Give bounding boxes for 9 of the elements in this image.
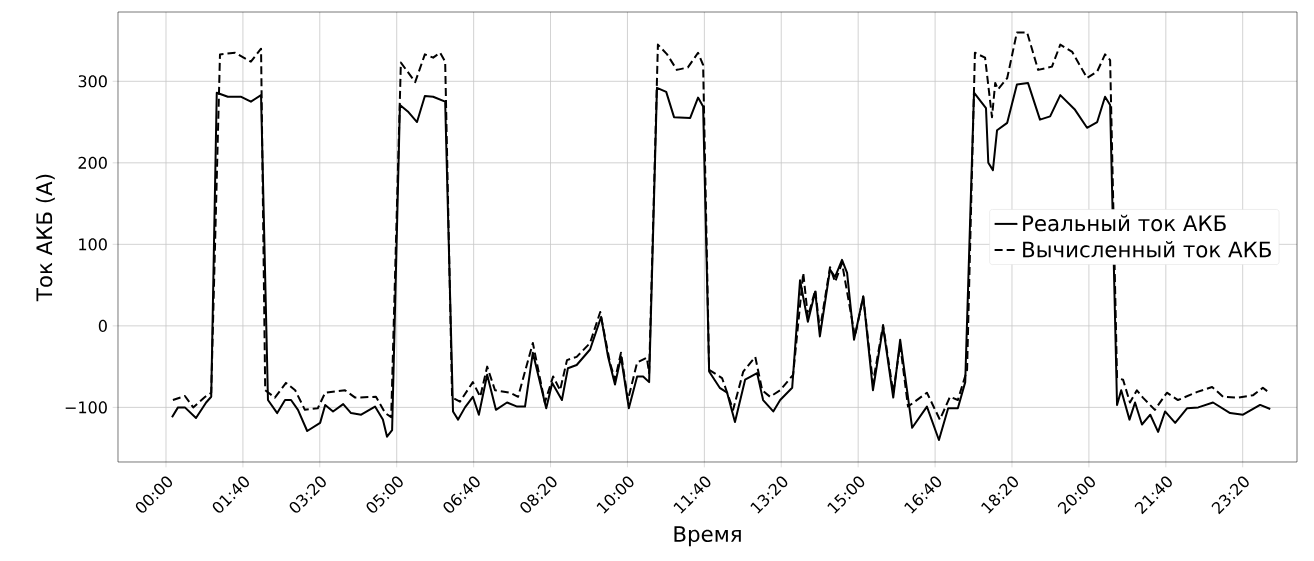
y-axis-title: Ток АКБ (А) — [35, 174, 55, 302]
legend-label: Реальный ток АКБ — [1023, 214, 1226, 232]
y-tick-label: 0 — [98, 319, 107, 332]
legend-label: Вычисленный ток АКБ — [1023, 241, 1271, 258]
y-tick-label: −100 — [65, 401, 107, 414]
y-tick-label: 300 — [78, 75, 107, 88]
y-tick-label: 200 — [78, 156, 107, 169]
y-tick-label: 100 — [79, 238, 107, 251]
x-axis-title: Время — [674, 526, 741, 547]
